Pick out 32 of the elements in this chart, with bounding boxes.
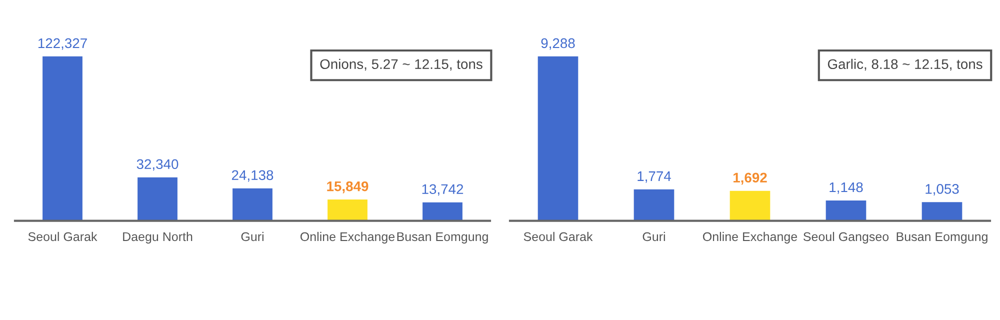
- x-tick-label: Guri: [642, 232, 665, 242]
- bar: [730, 190, 770, 221]
- data-label: 9,288: [541, 38, 575, 50]
- bar: [42, 56, 82, 221]
- data-label: 15,849: [327, 181, 368, 194]
- x-tick-label: Guri: [241, 232, 264, 242]
- x-tick-label: Busan Eomgung: [397, 232, 488, 244]
- data-label: 24,138: [232, 170, 274, 182]
- bar: [826, 200, 866, 221]
- data-label: 1,148: [830, 182, 863, 194]
- x-tick-label: Online Exchange: [300, 232, 395, 244]
- annotation: Garlic, 8.18 ~ 12.15, tons: [828, 58, 982, 71]
- bar: [422, 202, 462, 221]
- x-tick-label: Daegu North: [123, 232, 192, 244]
- x-tick-label: Online Exchange: [702, 232, 798, 244]
- data-label: 1,774: [638, 171, 671, 183]
- bar: [232, 188, 272, 221]
- bar: [138, 177, 178, 221]
- data-label: 122,327: [38, 38, 87, 50]
- data-label: 1,692: [734, 172, 767, 185]
- x-tick-label: Seoul Gangseo: [803, 232, 889, 244]
- data-label: 13,742: [422, 184, 464, 196]
- x-tick-label: Busan Eomgung: [896, 232, 988, 244]
- bar: [538, 56, 578, 221]
- x-tick-label: Seoul Garak: [28, 232, 98, 242]
- bar: [922, 202, 962, 221]
- data-label: 32,340: [136, 159, 178, 171]
- x-tick-label: Seoul Garak: [524, 232, 593, 242]
- bar: [328, 200, 368, 221]
- bar: [634, 189, 674, 221]
- annotation: Onions, 5.27 ~ 12.15, tons: [320, 58, 482, 71]
- data-label: 1,053: [926, 184, 959, 196]
